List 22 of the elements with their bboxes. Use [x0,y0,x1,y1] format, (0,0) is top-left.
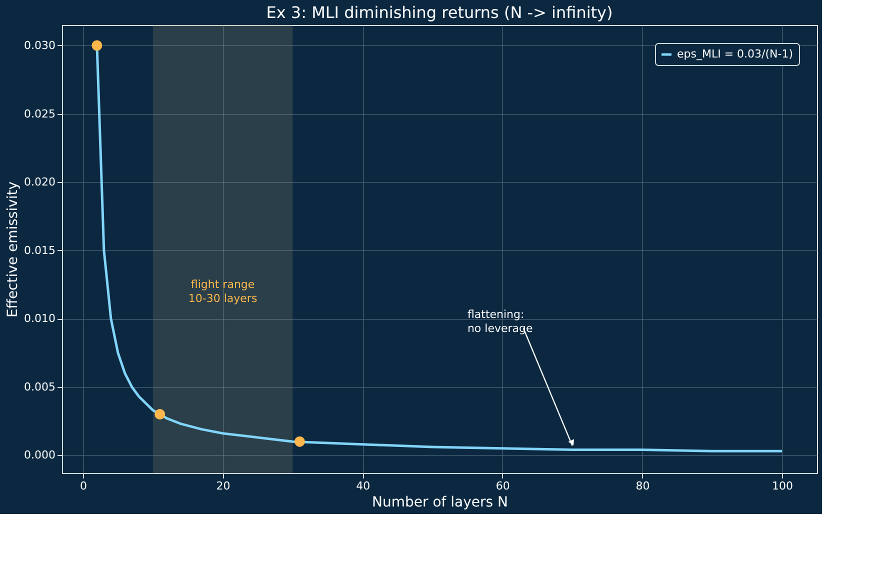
x-tick-label: 20 [216,480,230,492]
y-tick-label: 0.025 [24,107,56,120]
annotation: flattening: no leverage [467,308,534,336]
point [154,409,166,420]
y-axis-title: Effective emissivity [5,181,22,318]
x-tick-label: 80 [636,480,650,492]
x-axis-title: Number of layers N [372,494,508,510]
y-tick-label: 0.020 [24,176,56,189]
y-tick-label: 0.030 [24,38,56,52]
x-tick-label: 100 [772,480,794,492]
point [294,436,305,447]
y-tick-label: 0.015 [24,244,56,257]
chart-title: Ex 3: MLI diminishing returns (N -> infinity) [266,3,613,22]
legend-label: eps_MLI = 0.03/(N-1) [677,48,794,60]
point [92,40,102,51]
y-tick-label: 0.010 [24,312,56,326]
x-tick-label: 60 [496,480,510,492]
y-tick-label: 0.000 [24,448,56,462]
annotation: flight range 10-30 layers [188,278,258,305]
x-tick-label: 0 [80,480,87,492]
x-tick-label: 40 [356,480,370,492]
y-tick-label: 0.005 [24,380,56,394]
